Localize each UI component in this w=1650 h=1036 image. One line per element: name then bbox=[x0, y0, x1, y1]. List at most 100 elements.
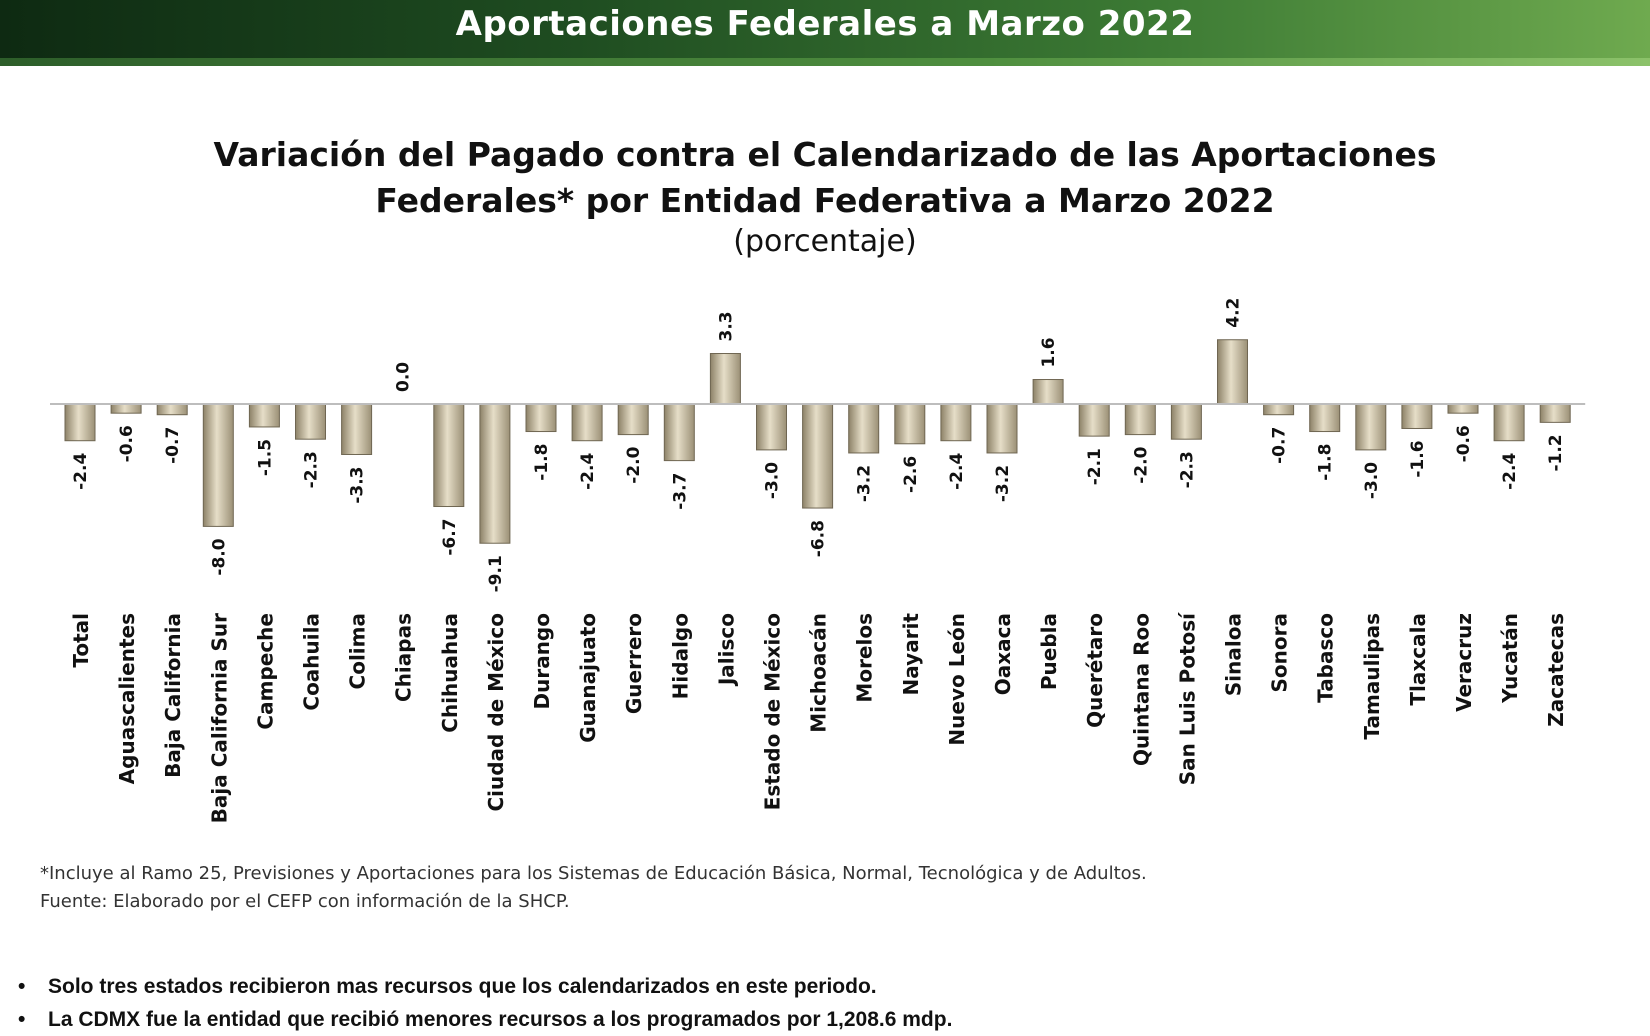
bar-value-label: -0.6 bbox=[117, 425, 137, 462]
category-label: Campeche bbox=[253, 613, 277, 730]
bar-tlaxcala bbox=[1401, 403, 1433, 429]
bar-value-label: -1.8 bbox=[532, 444, 552, 481]
category-label: Guanajuato bbox=[576, 613, 600, 743]
bar-baja-california-sur bbox=[202, 403, 234, 527]
category-label: Michoacán bbox=[807, 613, 831, 733]
bar-durango bbox=[525, 403, 557, 433]
bar-value-label: 0.0 bbox=[394, 362, 414, 392]
bar-value-label: -8.0 bbox=[209, 538, 229, 575]
bar-value-label: -1.6 bbox=[1408, 440, 1428, 477]
category-label: Baja California Sur bbox=[207, 613, 231, 823]
bar-value-label: -2.1 bbox=[1085, 448, 1105, 485]
bar-value-label: -3.7 bbox=[670, 473, 690, 510]
bar-total bbox=[64, 403, 96, 442]
bar-sonora bbox=[1263, 403, 1295, 416]
bar-value-label: -1.2 bbox=[1546, 434, 1566, 471]
category-label: Estado de México bbox=[761, 613, 785, 810]
bar-chihuahua bbox=[433, 403, 465, 508]
bar-value-label: -1.8 bbox=[1316, 444, 1336, 481]
bar-value-label: -3.0 bbox=[763, 462, 783, 499]
bar-value-label: -2.3 bbox=[302, 451, 322, 488]
bar-value-label: 3.3 bbox=[716, 311, 736, 341]
bar-value-label: -2.4 bbox=[947, 453, 967, 490]
category-label: Coahuila bbox=[300, 613, 324, 711]
bar-value-label: -3.3 bbox=[348, 466, 368, 503]
category-label: Colima bbox=[346, 613, 370, 689]
header-accent-strip bbox=[0, 58, 1650, 66]
category-label: Veracruz bbox=[1452, 613, 1476, 712]
bar-value-label: -6.7 bbox=[440, 519, 460, 556]
bar-aguascalientes bbox=[110, 403, 142, 414]
category-label: Sinaloa bbox=[1222, 613, 1246, 696]
category-label: Nuevo León bbox=[945, 613, 969, 746]
bar-puebla bbox=[1032, 379, 1064, 405]
bar-hidalgo bbox=[663, 403, 695, 462]
category-label: Tabasco bbox=[1314, 613, 1338, 703]
bar-san-luis-potos- bbox=[1170, 403, 1202, 440]
category-label: Oaxaca bbox=[991, 613, 1015, 695]
chart-title: Variación del Pagado contra el Calendari… bbox=[213, 135, 1437, 220]
bar-value-label: -1.5 bbox=[255, 439, 275, 476]
bar-value-label: -2.4 bbox=[578, 453, 598, 490]
bar-value-label: 4.2 bbox=[1224, 298, 1244, 328]
header-title: Aportaciones Federales a Marzo 2022 bbox=[455, 4, 1195, 44]
bar-zacatecas bbox=[1539, 403, 1571, 423]
source-note: Fuente: Elaborado por el CEFP con inform… bbox=[40, 891, 570, 912]
bar-estado-de-m-xico bbox=[756, 403, 787, 451]
bar-jalisco bbox=[709, 353, 741, 405]
bar-value-label: 1.6 bbox=[1039, 337, 1059, 367]
bar-yucat-n bbox=[1493, 403, 1525, 442]
bar-tamaulipas bbox=[1355, 403, 1387, 451]
bar-veracruz bbox=[1447, 403, 1479, 414]
bar-value-label: -3.2 bbox=[855, 465, 875, 502]
bar-value-label: -9.1 bbox=[486, 555, 506, 592]
bullet-item: Solo tres estados recibieron mas recurso… bbox=[14, 970, 1614, 1003]
bar-michoac-n bbox=[802, 403, 834, 509]
bullet-item: La CDMX fue la entidad que recibió menor… bbox=[14, 1003, 1614, 1036]
bar-guanajuato bbox=[571, 403, 603, 442]
category-label: Zacatecas bbox=[1544, 613, 1568, 727]
bar-chart: -2.4 Total -0.6 Aguascalientes -0.7 Baja Cali… bbox=[0, 280, 1650, 840]
bar-quintana-roo bbox=[1124, 403, 1156, 436]
bar-value-label: -2.6 bbox=[901, 456, 921, 493]
bar-morelos bbox=[848, 403, 880, 454]
category-label: Chiapas bbox=[392, 613, 416, 702]
bar-value-label: -2.0 bbox=[624, 446, 644, 483]
category-label: Sonora bbox=[1268, 613, 1292, 692]
category-label: Baja California bbox=[161, 613, 185, 778]
bar-nuevo-le-n bbox=[940, 403, 972, 442]
bar-colima bbox=[341, 403, 373, 455]
category-label: Querétaro bbox=[1083, 613, 1107, 728]
category-label: Morelos bbox=[853, 613, 877, 703]
category-label: Ciudad de México bbox=[484, 613, 508, 812]
bar-value-label: -2.4 bbox=[71, 453, 91, 490]
bar-sinaloa bbox=[1217, 339, 1248, 405]
bar-tabasco bbox=[1309, 403, 1341, 433]
category-label: Quintana Roo bbox=[1129, 613, 1153, 766]
footnote: *Incluye al Ramo 25, Previsiones y Aport… bbox=[40, 863, 1147, 884]
bar-value-label: -0.7 bbox=[163, 427, 183, 464]
category-label: Chihuahua bbox=[438, 613, 462, 733]
bar-guerrero bbox=[617, 403, 649, 436]
bar-value-label: -2.0 bbox=[1131, 446, 1151, 483]
category-label: Aguascalientes bbox=[115, 613, 139, 784]
bar-value-label: -6.8 bbox=[809, 520, 829, 557]
category-label: Tlaxcala bbox=[1406, 613, 1430, 706]
bar-coahuila bbox=[295, 403, 326, 440]
notes: *Incluye al Ramo 25, Previsiones y Aport… bbox=[40, 860, 1540, 916]
bar-value-label: -0.6 bbox=[1454, 425, 1474, 462]
category-label: Total bbox=[69, 613, 93, 668]
bar-value-label: -2.3 bbox=[1177, 451, 1197, 488]
bar-baja-california bbox=[156, 403, 188, 416]
bar-value-label: -3.2 bbox=[993, 465, 1013, 502]
bar-value-label: -0.7 bbox=[1270, 427, 1290, 464]
bar-value-label: -2.4 bbox=[1500, 453, 1520, 490]
category-label: Nayarit bbox=[899, 613, 923, 696]
category-label: Yucatán bbox=[1498, 613, 1522, 704]
bar-oaxaca bbox=[986, 403, 1018, 454]
category-label: Guerrero bbox=[622, 613, 646, 714]
category-label: San Luis Potosí bbox=[1175, 612, 1199, 785]
bar-quer-taro bbox=[1078, 403, 1110, 437]
category-label: Tamaulipas bbox=[1360, 613, 1384, 740]
header-banner bbox=[0, 0, 1650, 66]
